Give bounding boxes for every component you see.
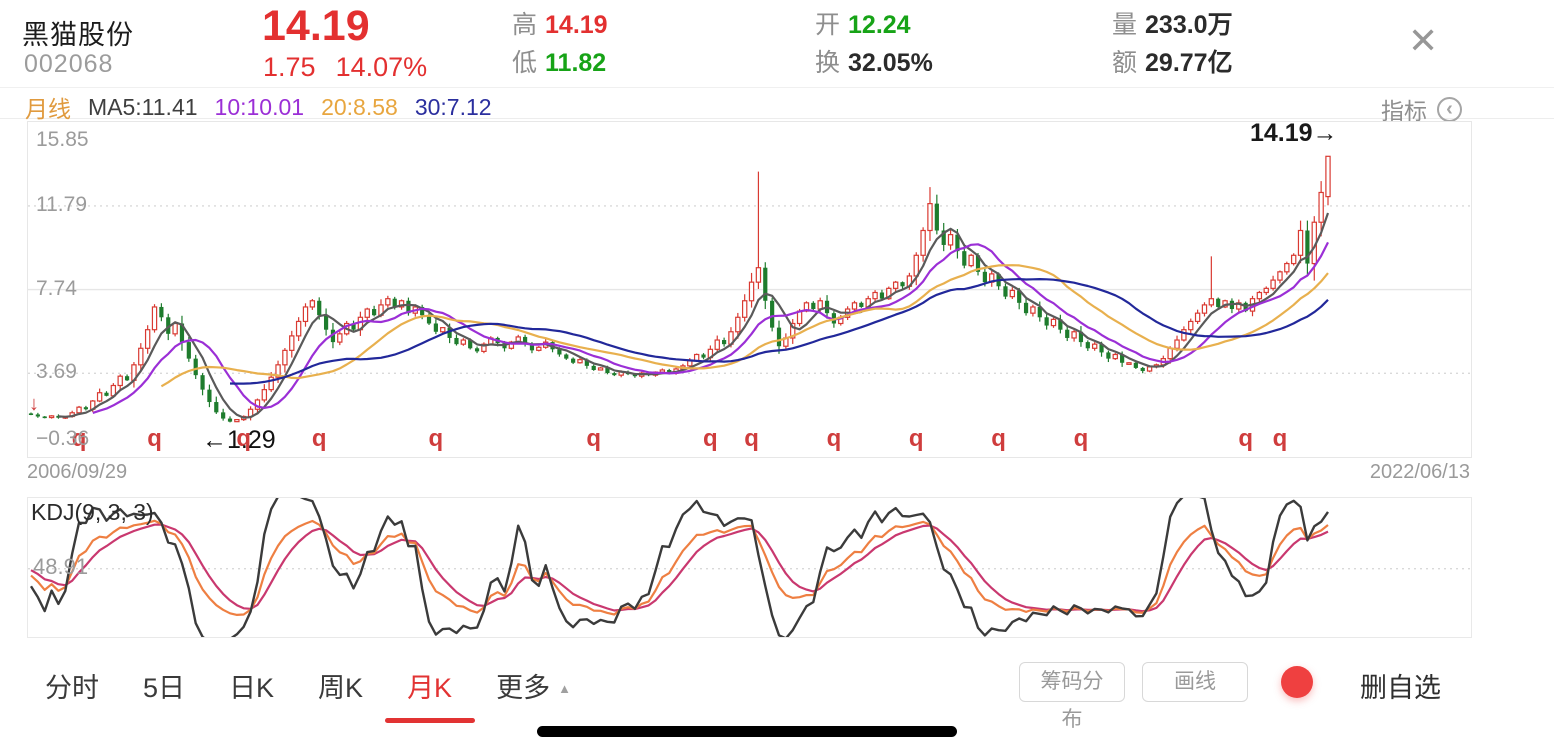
kdj-axis-label: 48.91	[33, 554, 89, 579]
high-label: 高	[512, 11, 538, 39]
record-button[interactable]	[1281, 666, 1313, 698]
turnover-rate-value: 32.05%	[848, 49, 933, 77]
tab-monthly-k[interactable]: 月K	[407, 666, 452, 711]
tab-daily-k[interactable]: 日K	[229, 673, 275, 703]
tab-5day[interactable]: 5日	[143, 673, 186, 703]
kdj-chart[interactable]	[27, 497, 1472, 638]
price-change-row: 1.75 14.07%	[263, 52, 427, 83]
svg-text:q: q	[744, 425, 759, 452]
stats-high-low: 高 14.19 低 11.82	[512, 10, 608, 79]
svg-text:q: q	[1273, 425, 1288, 452]
indicator-label: 指标	[1381, 98, 1427, 124]
low-label: 低	[512, 49, 538, 77]
svg-text:←: ←	[1069, 443, 1092, 457]
tab-more[interactable]: 更多 ▲	[496, 673, 571, 703]
volume-value: 233.0万	[1145, 11, 1233, 39]
svg-text:←: ←	[905, 443, 928, 457]
caret-up-icon: ▲	[558, 681, 571, 696]
period-label: 月线	[25, 96, 71, 122]
price-change-percent: 14.07%	[335, 52, 428, 82]
amount-value: 29.77亿	[1145, 49, 1233, 77]
stats-open-turnover: 开 12.24 换 32.05%	[815, 10, 933, 79]
svg-text:q: q	[236, 425, 251, 452]
period-tabs: 分时 5日 日K 周K 月K 更多 ▲	[45, 666, 571, 711]
kdj-label: KDJ(9, 3, 3)	[31, 499, 154, 525]
chip-distribution-button[interactable]: 筹码分布	[1019, 662, 1125, 731]
close-icon[interactable]: ✕	[1408, 20, 1439, 61]
svg-text:←: ←	[1268, 443, 1291, 457]
low-price-annotation: ←1.29	[202, 426, 276, 454]
amount-label: 额	[1112, 49, 1138, 77]
svg-text:←: ←	[822, 443, 845, 457]
svg-text:←: ←	[582, 443, 605, 457]
svg-text:←: ←	[1234, 443, 1257, 457]
svg-text:q: q	[312, 425, 327, 452]
open-value: 12.24	[848, 11, 911, 39]
svg-text:↓: ↓	[29, 393, 39, 415]
svg-text:←: ←	[987, 443, 1010, 457]
svg-text:q: q	[1074, 425, 1089, 452]
ma10-value: 10:10.01	[214, 93, 305, 120]
open-label: 开	[815, 11, 841, 39]
stats-volume-amount: 量 233.0万 额 29.77亿	[1112, 10, 1233, 79]
svg-text:←: ←	[740, 443, 763, 457]
svg-text:q: q	[703, 425, 718, 452]
svg-text:q: q	[1238, 425, 1253, 452]
svg-text:←: ←	[308, 443, 331, 457]
header-divider	[0, 87, 1554, 88]
svg-text:q: q	[586, 425, 601, 452]
indicator-selector[interactable]: 指标 ‹	[1381, 92, 1462, 126]
home-indicator	[537, 726, 957, 737]
svg-text:q: q	[991, 425, 1006, 452]
volume-label: 量	[1112, 11, 1138, 39]
stock-name: 黑猫股份	[22, 20, 134, 50]
candlestick-chart[interactable]: q ← q ← q ← q ← q ← q ← q ← q ← q ← q ← q ← q ← q ← q ← ↓ 15.85 11.79 7…	[27, 121, 1472, 469]
x-axis-start-date: 2006/09/29	[27, 461, 128, 483]
high-value: 14.19	[545, 11, 608, 39]
svg-text:←: ←	[68, 443, 91, 457]
draw-line-button[interactable]: 画线	[1142, 662, 1248, 702]
svg-text:q: q	[72, 425, 87, 452]
delete-watchlist-button[interactable]: 删自选	[1360, 673, 1441, 703]
chevron-circle-icon: ‹	[1437, 96, 1462, 122]
ma-legend-bar: 月线 MA5:11.41 10:10.01 20:8.58 30:7.12	[25, 90, 492, 124]
x-axis-end-date: 2022/06/13	[1369, 461, 1470, 483]
current-price: 14.19	[262, 2, 370, 50]
low-value: 11.82	[545, 49, 607, 77]
svg-text:q: q	[147, 425, 162, 452]
tab-minute[interactable]: 分时	[45, 673, 99, 703]
tab-weekly-k[interactable]: 周K	[318, 673, 364, 703]
turnover-rate-label: 换	[815, 49, 841, 77]
stock-code: 002068	[24, 50, 114, 78]
svg-text:q: q	[909, 425, 924, 452]
svg-text:←: ←	[699, 443, 722, 457]
svg-text:q: q	[429, 425, 444, 452]
ma5-value: MA5:11.41	[88, 93, 198, 120]
ma20-value: 20:8.58	[321, 93, 398, 120]
price-change: 1.75	[263, 52, 316, 82]
svg-text:←: ←	[424, 443, 447, 457]
svg-text:q: q	[827, 425, 842, 452]
svg-text:←: ←	[143, 443, 166, 457]
ma30-value: 30:7.12	[414, 93, 492, 120]
mabar-divider	[0, 118, 1554, 119]
high-price-annotation: 14.19→	[1250, 119, 1338, 147]
